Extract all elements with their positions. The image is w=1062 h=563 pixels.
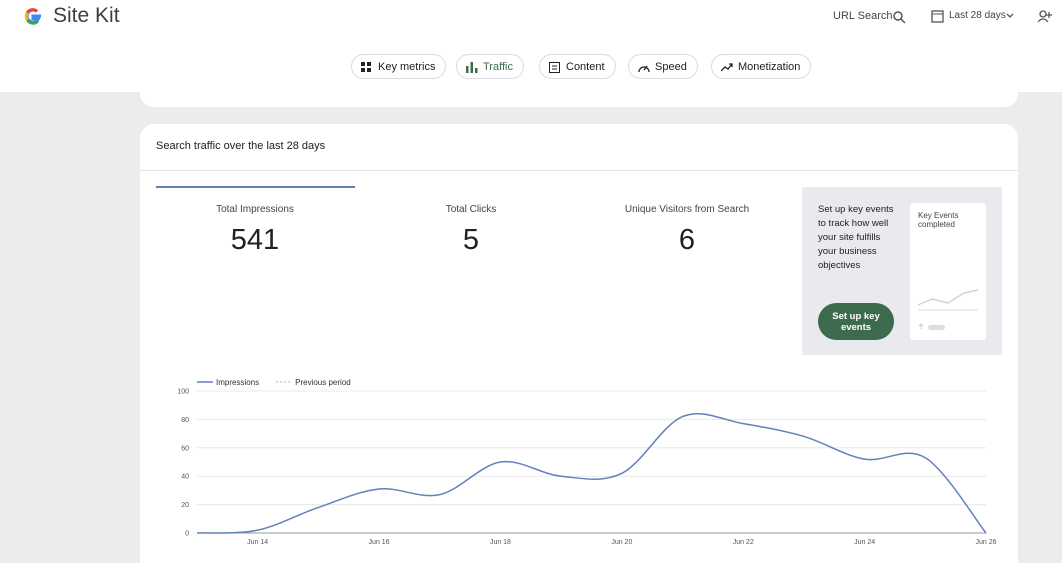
calendar-icon bbox=[931, 10, 944, 23]
promo-preview-title: Key Events completed bbox=[918, 211, 959, 229]
nav-pill[interactable]: Monetization bbox=[711, 54, 812, 79]
promo-preview bbox=[910, 203, 986, 340]
y-tick-label: 100 bbox=[177, 389, 189, 396]
y-tick-label: 20 bbox=[181, 502, 189, 509]
nav-pill[interactable]: Key metrics bbox=[351, 54, 447, 79]
x-tick-label: Jun 24 bbox=[854, 539, 875, 546]
user-add-icon[interactable] bbox=[1038, 9, 1052, 23]
y-tick-label: 40 bbox=[181, 474, 189, 481]
promo-text: Set up key events to track how well your… bbox=[818, 204, 894, 271]
x-tick-label: Jun 16 bbox=[369, 539, 390, 546]
metric-value: 541 bbox=[230, 224, 280, 256]
promo-button-label: Set up key events bbox=[832, 310, 880, 333]
x-tick-label: Jun 22 bbox=[733, 539, 754, 546]
x-tick-label: Jun 20 bbox=[611, 539, 632, 546]
promo-preview-graphic bbox=[917, 289, 979, 330]
search-icon bbox=[893, 11, 906, 24]
metric-label: Total Impressions bbox=[216, 204, 294, 215]
y-tick-label: 60 bbox=[181, 445, 189, 452]
nav-label: Monetization bbox=[738, 61, 801, 73]
nav-pill[interactable]: Speed bbox=[628, 54, 698, 79]
metric-value: 6 bbox=[678, 224, 696, 256]
header: Site Kit URL Search Last 28 days Key met… bbox=[0, 0, 1062, 92]
nav-label: Content bbox=[566, 61, 605, 73]
chart: 0 20 40 60 80 100 Jun 14 Jun 16 Jun 18 Jun 20 Jun … bbox=[177, 378, 996, 546]
brand: Site Kit bbox=[53, 4, 120, 27]
previous-card bbox=[140, 80, 1018, 107]
x-tick-label: Jun 26 bbox=[975, 539, 996, 546]
nav-pill-active[interactable]: Traffic bbox=[456, 54, 524, 79]
legend-label: Impressions bbox=[216, 378, 259, 387]
nav-label: Speed bbox=[655, 61, 687, 73]
url-search[interactable]: URL Search bbox=[833, 10, 893, 22]
card-title: Search traffic over the last 28 days bbox=[156, 140, 326, 152]
x-tick-label: Jun 14 bbox=[247, 539, 268, 546]
metric-label: Total Clicks bbox=[445, 204, 497, 215]
series-line bbox=[196, 412, 987, 534]
nav-label: Traffic bbox=[483, 61, 513, 73]
legend-label: Previous period bbox=[295, 378, 351, 387]
promo-button[interactable]: Set up key events bbox=[818, 303, 894, 340]
metric-label: Unique Visitors from Search bbox=[624, 204, 750, 215]
metric-value: 5 bbox=[462, 224, 480, 256]
date-range[interactable]: Last 28 days bbox=[949, 10, 1006, 21]
nav-pill[interactable]: Content bbox=[539, 54, 616, 79]
y-tick-label: 0 bbox=[185, 531, 189, 538]
x-tick-label: Jun 18 bbox=[490, 539, 511, 546]
divider bbox=[140, 170, 1018, 171]
nav-label: Key metrics bbox=[378, 61, 436, 73]
active-tab-indicator bbox=[156, 186, 355, 188]
google-logo bbox=[24, 8, 41, 25]
y-tick-label: 80 bbox=[181, 417, 189, 424]
chevron bbox=[1006, 13, 1014, 18]
